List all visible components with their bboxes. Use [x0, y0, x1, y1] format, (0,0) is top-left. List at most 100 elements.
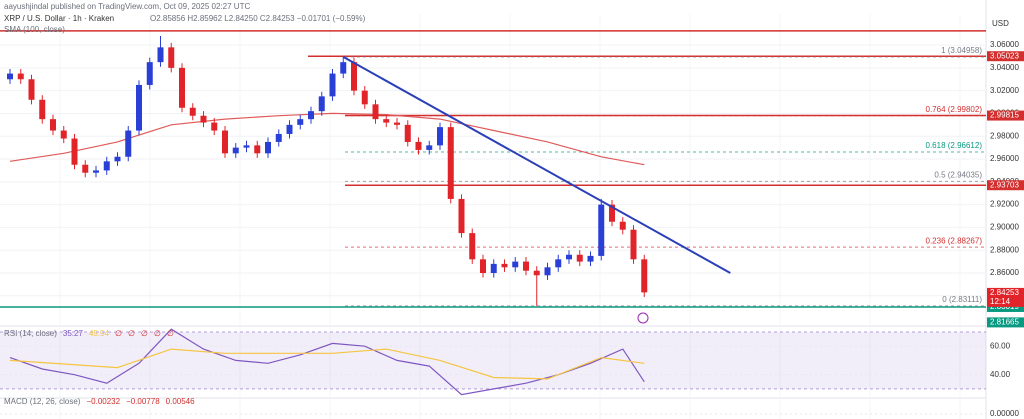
- candle-body: [243, 145, 250, 148]
- level-label: 3.05023: [990, 51, 1019, 60]
- candle-body: [426, 145, 433, 150]
- candle-body: [619, 221, 626, 230]
- y-tick-label: 2.98000: [990, 131, 1019, 140]
- event-icon: [637, 312, 649, 324]
- price-label-box: [987, 317, 1024, 328]
- candle-body: [351, 62, 357, 91]
- candle-body: [318, 96, 325, 112]
- legend-value: 45.94: [89, 329, 110, 338]
- candle-body: [157, 47, 164, 63]
- fib-label: 0 (2.83111): [942, 295, 982, 304]
- candle-body: [114, 156, 121, 162]
- candle-body: [82, 164, 89, 173]
- candle-body: [103, 161, 110, 171]
- candle-body: [501, 263, 508, 268]
- fib-label: 1 (3.04958): [941, 46, 982, 55]
- ohlc: O2.85856 H2.85962 L2.84250 C2.84253 −0.0…: [150, 14, 366, 23]
- candle-body: [340, 62, 347, 74]
- y-tick-label: 2.86000: [990, 268, 1019, 277]
- candle-body: [189, 107, 196, 116]
- legend-value: −0.00232: [86, 397, 120, 406]
- candle-body: [60, 130, 67, 139]
- level-label: 2.93703: [990, 180, 1019, 189]
- price-label: 2.81665: [990, 318, 1019, 327]
- candle-body: [308, 111, 314, 120]
- symbol: XRP / U.S. Dollar · 1h · Kraken: [4, 14, 114, 23]
- candle-body: [469, 233, 476, 260]
- currency: USD: [992, 19, 1009, 28]
- fib-label: 0.764 (2.99802): [926, 105, 983, 114]
- candle-body: [7, 73, 13, 80]
- candle-body: [523, 261, 529, 271]
- candle-body: [394, 122, 400, 125]
- candle-body: [576, 254, 583, 262]
- candle-body: [383, 119, 390, 123]
- candle-body: [361, 90, 368, 105]
- legend-value: ∅: [141, 329, 148, 338]
- candle-body: [404, 124, 411, 142]
- candle-body: [598, 204, 605, 256]
- indicator: SMA (100, close): [4, 25, 65, 34]
- price-label: 2.84253: [990, 288, 1019, 297]
- candle-body: [329, 73, 336, 97]
- indicator-title: MACD (12, 26, close): [4, 397, 81, 406]
- candle-body: [480, 259, 486, 273]
- level-label: 2.99815: [990, 111, 1019, 120]
- candle-body: [136, 84, 142, 131]
- candle-body: [609, 204, 615, 222]
- candle-body: [71, 138, 78, 165]
- candle-body: [415, 141, 422, 150]
- candle-body: [555, 259, 562, 268]
- legend-value: 0.00546: [166, 397, 195, 406]
- candle-body: [641, 259, 648, 293]
- y-tick-label: 3.04000: [990, 63, 1019, 72]
- level-label-box: [987, 180, 1024, 191]
- candle-body: [222, 130, 228, 154]
- plot-layer: 2.840002.860002.880002.900002.920002.940…: [0, 14, 1024, 419]
- rsi-band: [0, 332, 986, 389]
- candle-body: [587, 255, 594, 262]
- legend-value: 35.27: [63, 329, 84, 338]
- y-tick-label: 60.00: [990, 341, 1011, 350]
- legend-value: −0.00778: [126, 397, 160, 406]
- candle-body: [512, 261, 519, 268]
- y-tick-label: 2.96000: [990, 154, 1019, 163]
- candle-body: [125, 130, 132, 157]
- trendline: [342, 56, 731, 274]
- indicator-line: [9, 328, 645, 396]
- candle-body: [490, 263, 497, 273]
- legend-value: ∅: [115, 329, 122, 338]
- countdown: 12:14: [990, 297, 1011, 306]
- sma-line: [9, 112, 645, 166]
- candle-body: [232, 147, 239, 154]
- candle-body: [458, 198, 465, 234]
- candle-body: [93, 170, 99, 173]
- level-label-box: [987, 110, 1024, 121]
- candle-body: [544, 267, 551, 276]
- candle-body: [275, 133, 282, 142]
- candle-body: [50, 119, 56, 131]
- candle-body: [146, 62, 153, 85]
- indicator-title: RSI (14, close): [4, 329, 57, 338]
- legend-value: ∅: [167, 329, 174, 338]
- legend-value: ∅: [128, 329, 135, 338]
- y-tick-label: 0.00000: [990, 409, 1019, 418]
- y-tick-label: 2.88000: [990, 245, 1019, 254]
- candle-body: [437, 127, 443, 146]
- candle-body: [39, 99, 46, 120]
- y-tick-label: 3.06000: [990, 40, 1019, 49]
- level-label-box: [987, 51, 1024, 62]
- candle-body: [200, 115, 207, 123]
- candle-body: [372, 104, 379, 120]
- candle-body: [630, 229, 637, 260]
- candle-body: [254, 145, 261, 154]
- price-label-box: [987, 287, 1024, 307]
- indicator-line: [9, 348, 645, 380]
- candle-body: [566, 254, 572, 260]
- fib-label: 0.5 (2.94035): [934, 171, 982, 180]
- candle-body: [265, 141, 271, 154]
- level-label-box: [987, 301, 1024, 312]
- candle-body: [168, 47, 175, 68]
- legend-value: ∅: [154, 329, 161, 338]
